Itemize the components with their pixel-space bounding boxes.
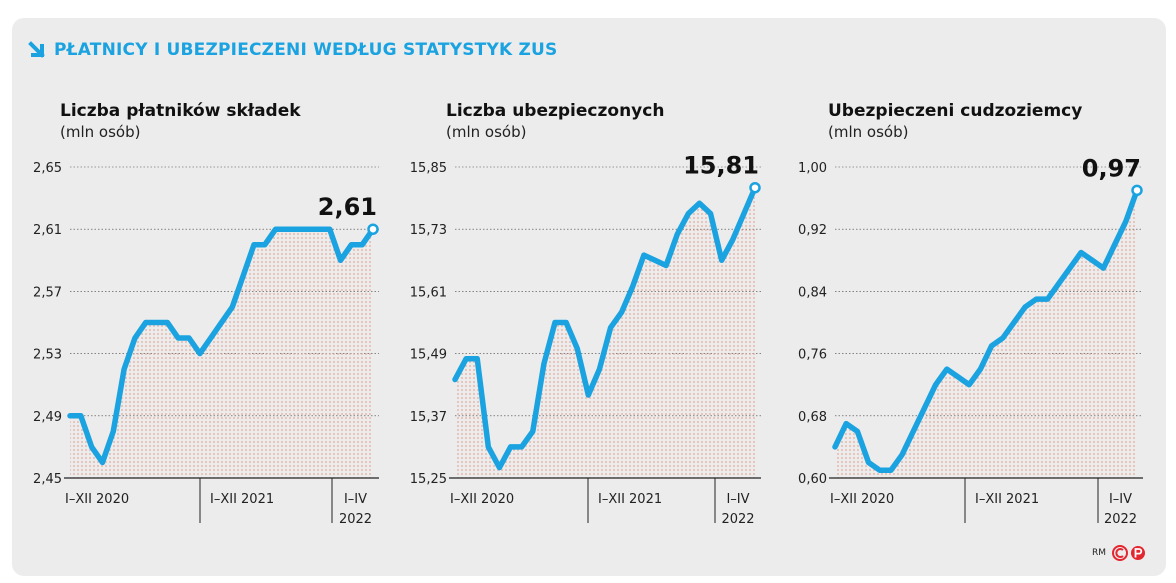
chart-2-x-tick-label: 2022 <box>721 512 754 527</box>
chart-2-end-point <box>749 181 761 194</box>
infographic-panel <box>12 18 1166 576</box>
chart-1-unit: (mln osób) <box>60 123 141 141</box>
chart-2-x-tick-label: I–IV <box>726 492 749 507</box>
header-title: PŁATNICY I UBEZPIECZENI WEDŁUG STATYSTYK… <box>54 40 558 60</box>
chart-2-y-tick-label: 15,37 <box>410 410 447 425</box>
chart-3-x-tick-label: I–XII 2021 <box>975 492 1039 507</box>
chart-3-y-tick-label: 0,68 <box>798 410 827 425</box>
credit: RM <box>1092 545 1148 561</box>
chart-1-y-tick-label: 2,45 <box>33 472 62 487</box>
chart-2-area <box>455 187 755 478</box>
chart-1-x-tick-label: I–XII 2020 <box>65 492 129 507</box>
chart-3-y-tick-label: 0,76 <box>798 348 827 363</box>
chart-2-x-tick-label: I–XII 2020 <box>450 492 514 507</box>
chart-3-x-tick-label: I–XII 2020 <box>830 492 894 507</box>
chart-3-end-value-label: 0,97 <box>1082 154 1141 182</box>
chart-1-x-tick-label: 2022 <box>339 512 372 527</box>
credit-text: RM <box>1092 548 1107 558</box>
chart-3-x-tick-label: I–IV <box>1109 492 1132 507</box>
chart-2-y-tick-label: 15,61 <box>410 285 447 300</box>
chart-2-title: Liczba ubezpieczonych <box>446 101 665 121</box>
chart-2-end-value-label: 15,81 <box>683 152 759 180</box>
chart-1-y-tick-label: 2,61 <box>33 223 62 238</box>
chart-2-unit: (mln osób) <box>446 123 527 141</box>
chart-1-x-tick-label: I–IV <box>344 492 367 507</box>
chart-1-y-tick-label: 2,49 <box>33 410 62 425</box>
chart-3-title: Ubezpieczeni cudzoziemcy <box>828 101 1083 121</box>
chart-1-x-tick-label: I–XII 2021 <box>210 492 274 507</box>
chart-2-y-tick-label: 15,73 <box>410 223 447 238</box>
chart-1-y-tick-label: 2,57 <box>33 285 62 300</box>
chart-2-y-tick-label: 15,49 <box>410 348 447 363</box>
chart-3-x-tick-label: 2022 <box>1104 512 1137 527</box>
chart-1-title: Liczba płatników składek <box>60 101 301 121</box>
chart-1-y-tick-label: 2,53 <box>33 348 62 363</box>
chart-1-series-line <box>67 226 376 466</box>
arrow-down-right-icon <box>28 41 45 58</box>
chart-3-area <box>835 190 1137 478</box>
cp-logo <box>1112 545 1146 561</box>
chart-3-end-point <box>1131 184 1143 197</box>
chart-2-y-tick-label: 15,85 <box>410 161 447 176</box>
chart-1-y-tick-label: 2,65 <box>33 161 62 176</box>
header: PŁATNICY I UBEZPIECZENI WEDŁUG STATYSTYK… <box>28 36 557 64</box>
chart-1-area <box>70 229 373 478</box>
chart-1-end-point <box>367 223 379 235</box>
chart-3-series-line <box>832 187 1140 473</box>
chart-1-end-value-label: 2,61 <box>318 193 377 221</box>
chart-3-y-tick-label: 1,00 <box>798 161 827 176</box>
chart-3-y-tick-label: 0,60 <box>798 472 827 487</box>
chart-3-unit: (mln osób) <box>828 123 909 141</box>
chart-2-x-tick-label: I–XII 2021 <box>598 492 662 507</box>
chart-2-y-tick-label: 15,25 <box>410 472 447 487</box>
chart-3-y-tick-label: 0,84 <box>798 285 827 300</box>
chart-3-y-tick-label: 0,92 <box>798 223 827 238</box>
chart-2-series-line <box>452 184 758 471</box>
